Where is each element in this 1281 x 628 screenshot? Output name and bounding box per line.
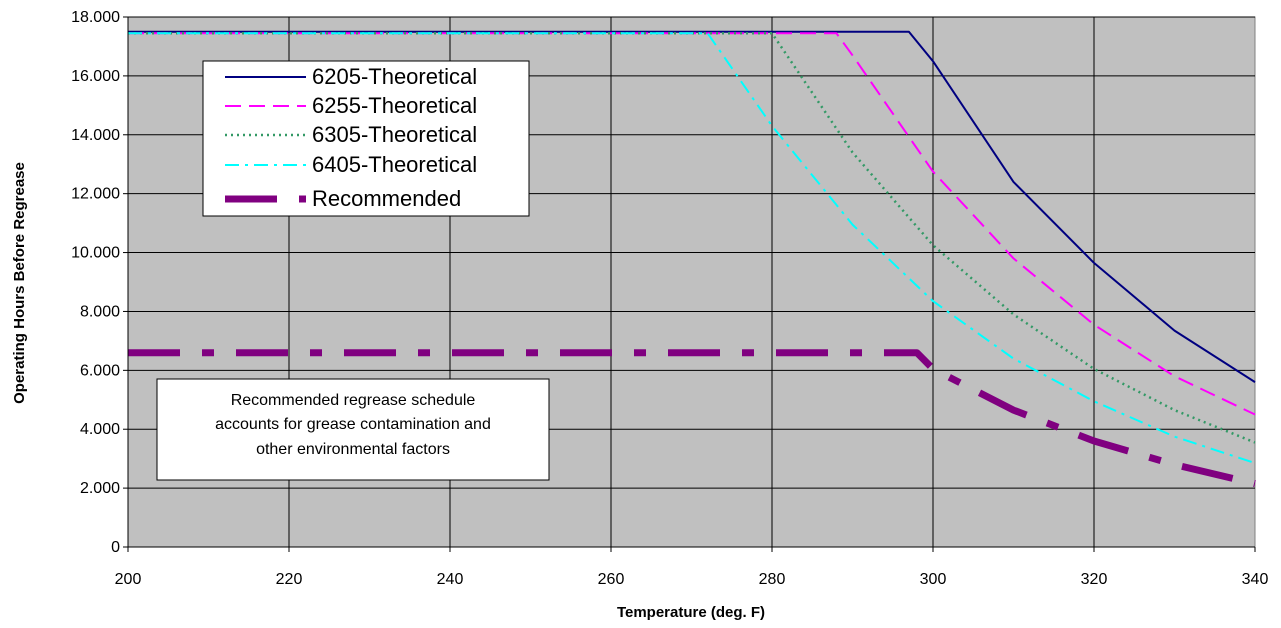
annotation-box — [156, 378, 550, 481]
series-line-6305-theoretical — [128, 31, 1256, 444]
legend-label: 6205-Theoretical — [312, 64, 477, 89]
annotation-line-3: other environmental factors — [256, 441, 450, 458]
x-tick-label: 340 — [1242, 571, 1269, 588]
series-line-recommended — [128, 349, 1256, 488]
y-axis-title: Operating Hours Before Regrease — [11, 162, 28, 404]
x-tick-label: 200 — [115, 571, 142, 588]
x-tick-label: 320 — [1081, 571, 1108, 588]
x-axis-title: Temperature (deg. F) — [617, 604, 765, 621]
x-tick-label: 280 — [759, 571, 786, 588]
x-tick-label: 260 — [598, 571, 625, 588]
y-tick-label: 2.000 — [80, 480, 120, 497]
legend-label: 6305-Theoretical — [312, 122, 477, 147]
y-tick-labels: 0 2.000 4.000 6.000 8.000 10.000 12.000 14.000 1… — [71, 9, 120, 556]
legend-box — [202, 60, 530, 217]
annotation-note: Recommended regrease schedule accounts f… — [156, 378, 550, 481]
y-tick-label: 8.000 — [80, 303, 120, 320]
axes — [123, 16, 1256, 552]
x-tick-label: 240 — [437, 571, 464, 588]
x-tick-label: 300 — [920, 571, 947, 588]
y-tick-label: 16.000 — [71, 68, 120, 85]
series-lines — [128, 30, 1256, 488]
y-tick-label: 14.000 — [71, 127, 120, 144]
y-tick-label: 18.000 — [71, 9, 120, 26]
series-line-6255-theoretical — [128, 32, 1256, 416]
legend-label: Recommended — [312, 186, 461, 211]
series-line-6205-theoretical — [128, 30, 1256, 383]
y-tick-label: 4.000 — [80, 421, 120, 438]
legend: 6205-Theoretical 6255-Theoretical 6305-The… — [202, 60, 530, 217]
y-tick-label: 6.000 — [80, 362, 120, 379]
annotation-line-1: Recommended regrease schedule — [231, 392, 476, 409]
annotation-line-2: accounts for grease contamination and — [215, 416, 491, 433]
y-tick-label: 0 — [111, 539, 120, 556]
y-tick-label: 10.000 — [71, 245, 120, 262]
legend-label: 6255-Theoretical — [312, 93, 477, 118]
y-tick-label: 12.000 — [71, 186, 120, 203]
legend-label: 6405-Theoretical — [312, 152, 477, 177]
x-tick-labels: 200 220 240 260 280 300 320 340 — [115, 571, 1269, 588]
series-line-6405-theoretical — [128, 32, 1256, 465]
x-tick-label: 220 — [276, 571, 303, 588]
